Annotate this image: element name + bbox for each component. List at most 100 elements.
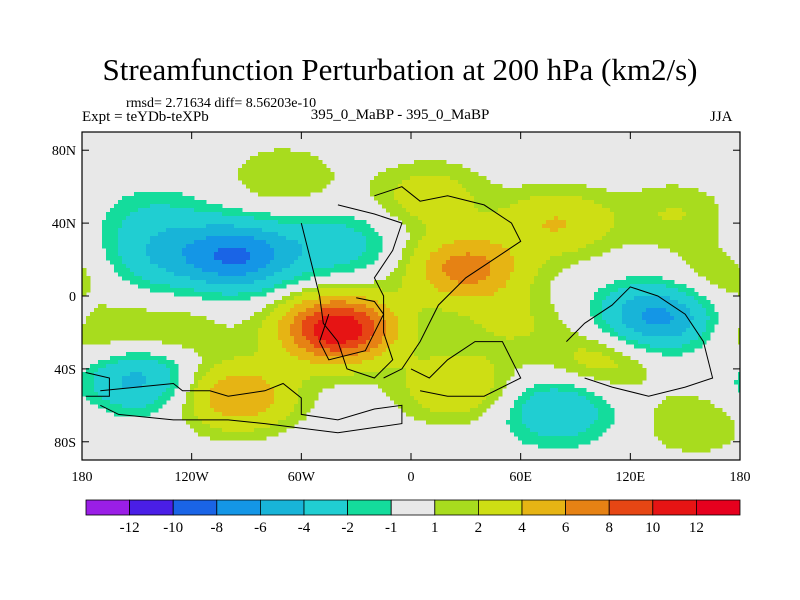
field-cell [606, 324, 611, 329]
field-cell [322, 316, 327, 321]
field-cell [546, 260, 551, 265]
field-cell [250, 244, 255, 249]
field-cell [630, 232, 635, 237]
field-cell [190, 236, 195, 241]
field-cell [138, 220, 143, 225]
field-cell [442, 200, 447, 205]
field-cell [438, 236, 443, 241]
field-cell [694, 296, 699, 301]
field-cell [502, 308, 507, 313]
field-cell [338, 288, 343, 293]
field-cell [498, 208, 503, 213]
field-cell [330, 304, 335, 309]
field-cell [102, 304, 107, 309]
field-cell [690, 320, 695, 325]
field-cell [274, 280, 279, 285]
field-cell [522, 316, 527, 321]
field-cell [518, 208, 523, 213]
field-cell [722, 268, 727, 273]
field-cell [414, 312, 419, 317]
field-cell [178, 192, 183, 197]
field-cell [158, 228, 163, 233]
field-cell [142, 256, 147, 261]
field-cell [138, 208, 143, 213]
field-cell [502, 224, 507, 229]
field-cell [402, 328, 407, 333]
field-cell [490, 244, 495, 249]
field-cell [510, 188, 515, 193]
field-cell [386, 324, 391, 329]
field-cell [178, 208, 183, 213]
field-cell [226, 240, 231, 245]
field-cell [438, 252, 443, 257]
field-cell [414, 280, 419, 285]
field-cell [294, 324, 299, 329]
field-cell [202, 288, 207, 293]
field-cell [262, 220, 267, 225]
field-cell [222, 268, 227, 273]
field-cell [86, 276, 91, 281]
field-cell [394, 292, 399, 297]
field-cell [138, 280, 143, 285]
field-cell [302, 320, 307, 325]
field-cell [534, 312, 539, 317]
field-cell [634, 196, 639, 201]
field-cell [738, 268, 740, 273]
field-cell [662, 216, 667, 221]
field-cell [650, 196, 655, 201]
field-cell [706, 316, 711, 321]
field-cell [158, 200, 163, 205]
field-cell [598, 208, 603, 213]
field-cell [194, 248, 199, 253]
field-cell [450, 332, 455, 337]
field-cell [542, 264, 547, 269]
field-cell [142, 328, 147, 333]
field-cell [322, 260, 327, 265]
field-cell [186, 212, 191, 217]
field-cell [498, 240, 503, 245]
field-cell [206, 216, 211, 221]
field-cell [374, 304, 379, 309]
field-cell [674, 212, 679, 217]
field-cell [414, 248, 419, 253]
field-cell [334, 320, 339, 325]
field-cell [414, 260, 419, 265]
field-cell [642, 196, 647, 201]
field-cell [706, 220, 711, 225]
field-cell [514, 252, 519, 257]
field-cell [354, 244, 359, 249]
field-cell [414, 172, 419, 177]
field-cell [486, 184, 491, 189]
field-cell [282, 216, 287, 221]
field-cell [162, 212, 167, 217]
field-cell [342, 220, 347, 225]
field-cell [270, 252, 275, 257]
field-cell [518, 260, 523, 265]
field-cell [338, 244, 343, 249]
field-cell [294, 272, 299, 277]
field-cell [314, 268, 319, 273]
field-cell [398, 292, 403, 297]
field-cell [538, 196, 543, 201]
field-cell [622, 196, 627, 201]
field-cell [350, 248, 355, 253]
field-cell [510, 220, 515, 225]
field-cell [502, 212, 507, 217]
field-cell [362, 288, 367, 293]
field-cell [482, 188, 487, 193]
field-cell [326, 176, 331, 181]
field-cell [330, 172, 335, 177]
field-cell [270, 220, 275, 225]
field-cell [586, 196, 591, 201]
field-cell [534, 236, 539, 241]
field-cell [338, 320, 343, 325]
field-cell [302, 172, 307, 177]
field-cell [390, 284, 395, 289]
field-cell [402, 292, 407, 297]
field-cell [182, 256, 187, 261]
field-cell [646, 304, 651, 309]
field-cell [506, 220, 511, 225]
field-cell [258, 184, 263, 189]
field-cell [506, 264, 511, 269]
field-cell [214, 328, 219, 333]
